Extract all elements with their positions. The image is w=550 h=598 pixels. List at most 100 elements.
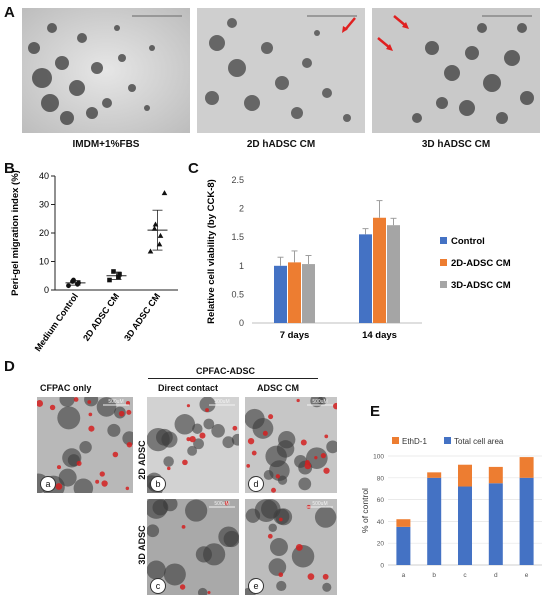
dead-cell-stain — [199, 432, 206, 439]
cell-cluster — [298, 477, 312, 491]
bar — [396, 526, 411, 565]
group-header: CPFAC-ADSC — [196, 366, 256, 376]
panel-label-e: E — [370, 403, 381, 420]
y-tick-label: 0 — [44, 285, 49, 295]
cell-cluster — [174, 414, 196, 435]
group-header-line — [148, 378, 318, 379]
bar — [274, 265, 287, 323]
y-axis-title: % of control — [360, 488, 370, 533]
micrograph-2d-cm — [197, 8, 365, 133]
dead-cell-stain — [126, 441, 133, 448]
dead-cell-stain — [314, 455, 318, 460]
cell-cluster — [317, 397, 327, 406]
panel-label-b: B — [4, 160, 15, 177]
scale-bar-label: 500uM — [108, 399, 123, 405]
cell-cluster — [252, 418, 274, 439]
dead-cell-stain — [118, 410, 125, 417]
dead-cell-stain — [181, 524, 186, 529]
bar — [519, 477, 534, 565]
dead-cell-stain — [179, 584, 186, 590]
cell-cluster — [276, 440, 295, 458]
data-point — [71, 277, 76, 283]
cell-cluster — [107, 423, 121, 437]
cell-cluster — [96, 397, 117, 417]
x-tick-label: 2D ADSC CM — [81, 291, 121, 342]
cell-cluster — [195, 546, 212, 563]
dead-cell-stain — [304, 459, 310, 465]
cell-cluster — [197, 587, 208, 595]
dead-cell-stain — [224, 501, 229, 506]
chart-b: 0 10 20 30 40 Peri-gel migration index (%) Med… — [10, 170, 178, 353]
dead-cell-stain — [251, 450, 257, 456]
data-point — [66, 283, 71, 289]
cell-cluster — [203, 418, 215, 430]
x-tick-label: 3D ADSC CM — [122, 291, 162, 342]
dead-cell-stain — [278, 572, 284, 577]
dead-cell-stain — [76, 460, 82, 466]
dead-cell-stain — [125, 401, 131, 406]
y-tick-label: 2.5 — [231, 175, 244, 185]
data-point — [157, 232, 164, 238]
cell-cluster — [147, 560, 166, 580]
dead-cell-stain — [49, 404, 56, 411]
dead-cell-stain — [189, 435, 196, 443]
cell-cluster — [147, 524, 160, 538]
dead-cell-stain — [333, 402, 337, 410]
y-tick-label: 0 — [380, 563, 384, 570]
legend-label: Control — [451, 236, 485, 247]
data-point — [76, 280, 81, 286]
scale-bar-label: 500uM — [312, 399, 327, 405]
y-tick-label: 20 — [377, 541, 385, 548]
cell-cluster — [269, 538, 288, 557]
data-point — [147, 248, 154, 254]
dead-cell-stain — [322, 573, 329, 580]
x-tick-label: a — [402, 572, 406, 579]
dead-cell-stain — [37, 400, 44, 407]
bar — [396, 519, 411, 527]
cell-cluster — [163, 456, 174, 467]
dead-cell-stain — [126, 409, 132, 415]
dead-cell-stain — [247, 438, 255, 445]
dead-cell-stain — [56, 465, 62, 470]
bar — [373, 217, 386, 323]
bar — [458, 464, 472, 487]
cell-cluster — [193, 438, 204, 450]
dead-cell-stain — [112, 451, 119, 458]
chart-e: 0 20 40 60 80 100 % of control a b c d e EthD-1 Total… — [360, 437, 542, 579]
scale-bar-label: 500uM — [214, 399, 229, 405]
cell-cluster — [192, 423, 203, 434]
cell-cluster — [187, 445, 198, 456]
dead-cell-stain — [246, 464, 251, 468]
bar — [488, 466, 503, 484]
dead-cell-stain — [262, 430, 268, 436]
cell-cluster — [322, 582, 332, 592]
cell-cluster — [62, 448, 82, 468]
cell-cluster — [261, 499, 281, 519]
dead-cell-stain — [232, 425, 238, 431]
legend-label: Total cell area — [454, 437, 504, 446]
y-tick-label: 60 — [377, 497, 385, 504]
micrograph-d-d: 500uM — [245, 397, 337, 493]
cell-cluster — [147, 499, 168, 519]
row-2d-adsc: 2D ADSC — [137, 440, 147, 480]
cell-cluster — [326, 440, 337, 454]
bar — [302, 264, 315, 323]
cell-cluster — [222, 436, 235, 449]
cell-cluster — [276, 580, 287, 592]
y-tick-label: 0.5 — [231, 289, 244, 299]
bar — [427, 472, 442, 478]
scale-bar-label: 500uM — [214, 501, 229, 507]
bar — [519, 457, 534, 478]
data-point — [117, 272, 122, 277]
col-adsc-cm: ADSC CM — [257, 383, 299, 393]
cell-cluster — [163, 563, 186, 586]
x-tick-label: b — [432, 572, 436, 579]
row-3d-adsc: 3D ADSC — [137, 525, 147, 565]
cell-cluster — [185, 499, 208, 522]
dead-cell-stain — [182, 459, 188, 466]
panel-label-c: C — [188, 160, 199, 177]
data-point — [161, 190, 168, 196]
data-point — [156, 241, 163, 247]
dead-cell-stain — [207, 590, 211, 594]
dead-cell-stain — [186, 437, 191, 442]
